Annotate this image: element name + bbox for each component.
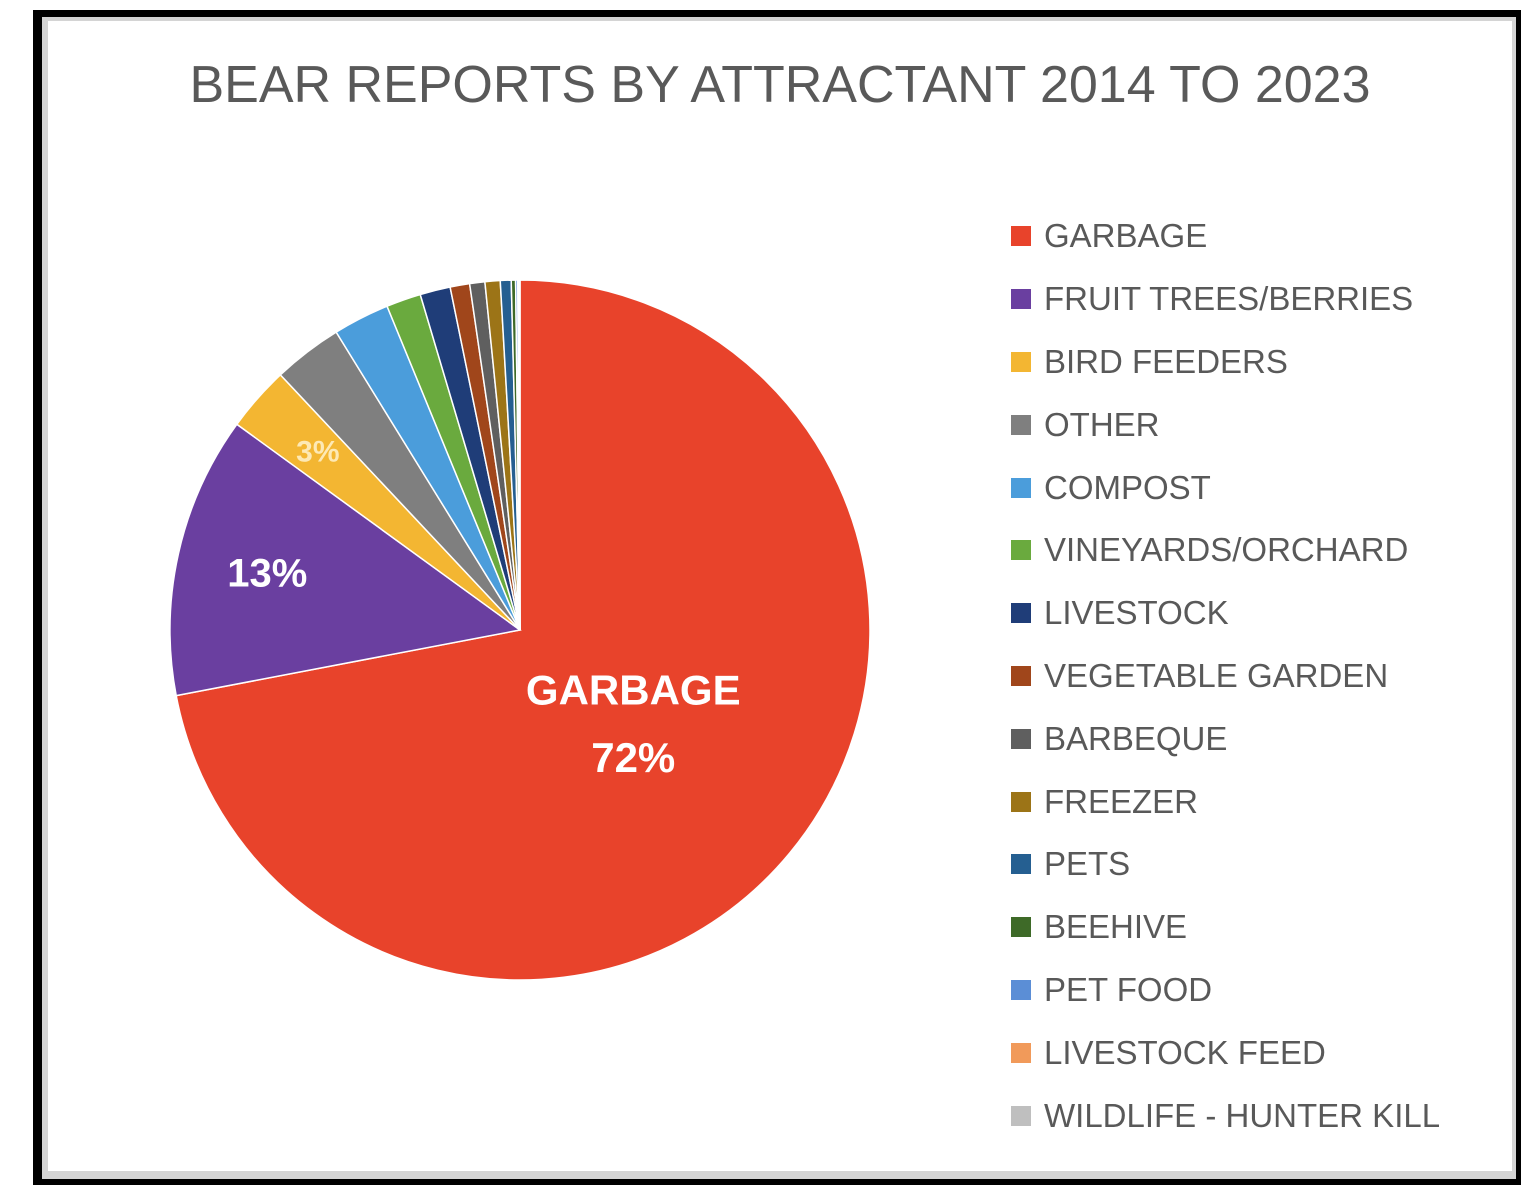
data-label-fruit-trees-berries-0: 13% bbox=[227, 552, 307, 596]
legend-item-barbeque: BARBEQUE bbox=[1011, 707, 1440, 770]
legend-label-garbage: GARBAGE bbox=[1044, 217, 1208, 255]
legend-item-livestock-feed: LIVESTOCK FEED bbox=[1011, 1021, 1440, 1084]
legend-label-pet-food: PET FOOD bbox=[1044, 970, 1213, 1008]
legend-swatch-fruit-trees-berries bbox=[1011, 289, 1031, 310]
legend-label-freezer: FREEZER bbox=[1044, 782, 1199, 820]
legend-item-vegetable-garden: VEGETABLE GARDEN bbox=[1011, 645, 1440, 708]
legend-swatch-bird-feeders bbox=[1011, 351, 1031, 372]
legend-item-bird-feeders: BIRD FEEDERS bbox=[1011, 331, 1440, 394]
legend-item-garbage: GARBAGE bbox=[1011, 205, 1440, 268]
legend-label-compost: COMPOST bbox=[1044, 468, 1211, 506]
legend-item-other: OTHER bbox=[1011, 393, 1440, 456]
legend-item-pets: PETS bbox=[1011, 833, 1440, 896]
legend-label-other: OTHER bbox=[1044, 405, 1160, 443]
data-label-garbage-1: 72% bbox=[591, 734, 675, 781]
legend-swatch-livestock bbox=[1011, 603, 1031, 624]
legend-swatch-vineyards-orchard bbox=[1011, 540, 1031, 561]
legend-label-beehive: BEEHIVE bbox=[1044, 908, 1188, 946]
data-label-bird-feeders-0: 3% bbox=[296, 435, 339, 468]
legend-item-wildlife-hunter-kill: WILDLIFE - HUNTER KILL bbox=[1011, 1084, 1440, 1147]
pie-slice-fruit-trees-berries bbox=[169, 423, 522, 697]
legend-label-livestock-feed: LIVESTOCK FEED bbox=[1044, 1033, 1326, 1071]
legend-item-beehive: BEEHIVE bbox=[1011, 896, 1440, 959]
legend-label-vineyards-orchard: VINEYARDS/ORCHARD bbox=[1044, 531, 1409, 569]
legend-swatch-livestock-feed bbox=[1011, 1042, 1031, 1063]
legend-swatch-wildlife-hunter-kill bbox=[1011, 1105, 1031, 1126]
legend-item-freezer: FREEZER bbox=[1011, 770, 1440, 833]
legend-swatch-other bbox=[1011, 414, 1031, 435]
data-label-garbage-0: GARBAGE bbox=[526, 667, 741, 714]
legend-label-bird-feeders: BIRD FEEDERS bbox=[1044, 342, 1288, 380]
chart-legend: GARBAGE FRUIT TREES/BERRIES BIRD FEEDERS OT… bbox=[1011, 205, 1440, 1147]
legend-label-livestock: LIVESTOCK bbox=[1044, 594, 1229, 632]
legend-item-pet-food: PET FOOD bbox=[1011, 959, 1440, 1022]
legend-swatch-barbeque bbox=[1011, 728, 1031, 749]
legend-label-fruit-trees-berries: FRUIT TREES/BERRIES bbox=[1044, 280, 1414, 318]
legend-label-barbeque: BARBEQUE bbox=[1044, 719, 1228, 757]
legend-swatch-beehive bbox=[1011, 917, 1031, 938]
legend-swatch-freezer bbox=[1011, 791, 1031, 812]
legend-swatch-compost bbox=[1011, 477, 1031, 498]
legend-label-vegetable-garden: VEGETABLE GARDEN bbox=[1044, 656, 1389, 694]
legend-swatch-garbage bbox=[1011, 226, 1031, 247]
legend-swatch-pet-food bbox=[1011, 979, 1031, 1000]
legend-item-vineyards-orchard: VINEYARDS/ORCHARD bbox=[1011, 519, 1440, 582]
pie-slice-wildlife-hunter-kill bbox=[518, 279, 521, 631]
legend-item-compost: COMPOST bbox=[1011, 456, 1440, 519]
chart-title: BEAR REPORTS BY ATTRACTANT 2014 TO 2023 bbox=[189, 56, 1371, 114]
legend-item-fruit-trees-berries: FRUIT TREES/BERRIES bbox=[1011, 268, 1440, 331]
legend-swatch-pets bbox=[1011, 854, 1031, 875]
legend-item-livestock: LIVESTOCK bbox=[1011, 582, 1440, 645]
pie-slice-garbage bbox=[175, 279, 871, 981]
legend-swatch-vegetable-garden bbox=[1011, 665, 1031, 686]
legend-label-wildlife-hunter-kill: WILDLIFE - HUNTER KILL bbox=[1044, 1096, 1441, 1134]
legend-label-pets: PETS bbox=[1044, 845, 1131, 883]
